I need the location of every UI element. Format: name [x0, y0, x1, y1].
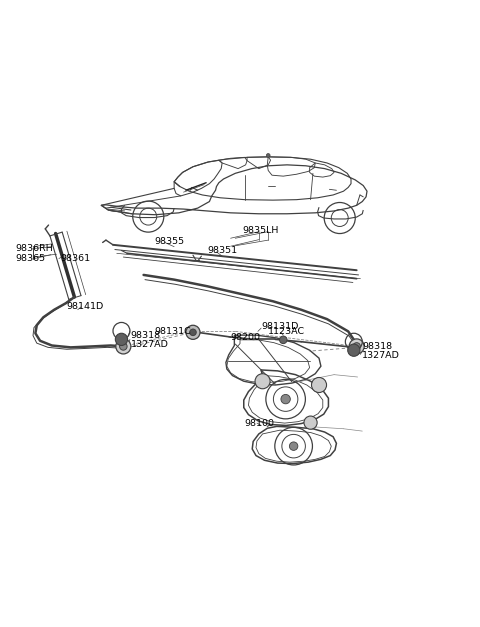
Circle shape	[281, 394, 290, 404]
Circle shape	[115, 334, 128, 345]
Text: 1123AC: 1123AC	[268, 327, 305, 336]
Circle shape	[116, 339, 131, 354]
Text: 98355: 98355	[155, 236, 184, 246]
Circle shape	[289, 442, 298, 450]
Circle shape	[255, 374, 270, 389]
Circle shape	[349, 339, 364, 354]
Text: 1327AD: 1327AD	[131, 340, 169, 349]
Text: 98351: 98351	[207, 246, 237, 255]
Text: 98318: 98318	[131, 331, 161, 340]
Text: 98200: 98200	[230, 332, 261, 342]
Text: 98361: 98361	[60, 254, 90, 263]
Text: 9835LH: 9835LH	[242, 226, 279, 234]
Text: 98131C: 98131C	[155, 327, 191, 336]
Text: 9836RH: 9836RH	[15, 244, 53, 253]
Text: 1327AD: 1327AD	[362, 351, 400, 361]
Circle shape	[353, 343, 360, 350]
Circle shape	[186, 325, 200, 339]
Text: 98365: 98365	[15, 254, 45, 263]
Circle shape	[266, 154, 270, 157]
Text: 98141D: 98141D	[66, 302, 103, 312]
Circle shape	[304, 416, 317, 429]
Circle shape	[190, 329, 196, 335]
Circle shape	[279, 336, 287, 344]
Circle shape	[312, 377, 326, 393]
Circle shape	[120, 343, 127, 350]
Text: 98318: 98318	[362, 342, 393, 351]
Circle shape	[348, 344, 360, 356]
Text: 98100: 98100	[245, 419, 275, 428]
Text: 98131D: 98131D	[261, 322, 299, 331]
